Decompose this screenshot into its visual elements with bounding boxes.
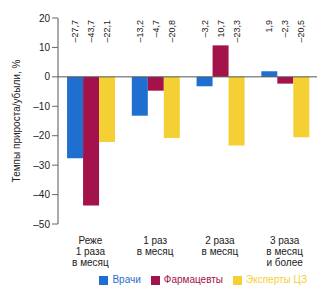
svg-text:–20,5: –20,5 — [296, 20, 306, 43]
svg-text:–23,3: –23,3 — [232, 20, 242, 43]
svg-text:10,7: 10,7 — [216, 20, 226, 38]
svg-text:–40: –40 — [33, 189, 50, 200]
svg-text:1 разв месяц: 1 разв месяц — [137, 235, 174, 257]
svg-text:–20,8: –20,8 — [167, 20, 177, 43]
svg-text:Темпы прироста/убыли, %: Темпы прироста/убыли, % — [11, 60, 22, 183]
svg-text:–10: –10 — [33, 101, 50, 112]
svg-text:1,9: 1,9 — [264, 20, 274, 33]
svg-text:2 разав месяц: 2 разав месяц — [202, 235, 239, 257]
svg-text:–4,7: –4,7 — [151, 20, 161, 38]
svg-text:–30: –30 — [33, 160, 50, 171]
svg-text:0: 0 — [44, 71, 50, 82]
svg-text:–3,2: –3,2 — [200, 20, 210, 38]
svg-text:10: 10 — [39, 42, 51, 53]
svg-text:–50: –50 — [33, 219, 50, 230]
html-text:Эксперты ЦЗ: Эксперты ЦЗ — [246, 274, 307, 285]
svg-text:–2,3: –2,3 — [280, 20, 290, 38]
svg-text:–20: –20 — [33, 130, 50, 141]
svg-text:–43,7: –43,7 — [86, 20, 96, 43]
svg-text:Реже1 разав месяц: Реже1 разав месяц — [72, 235, 109, 268]
svg-text:–27,7: –27,7 — [70, 20, 80, 43]
svg-text:3 разав месяци более: 3 разав месяци более — [266, 235, 303, 268]
svg-text:–13,2: –13,2 — [135, 20, 145, 43]
html-text:Фармацевты: Фармацевты — [163, 274, 223, 285]
svg-text:–22,1: –22,1 — [102, 20, 112, 43]
svg-text:20: 20 — [39, 13, 51, 24]
html-text:Врачи: Врачи — [112, 274, 141, 285]
